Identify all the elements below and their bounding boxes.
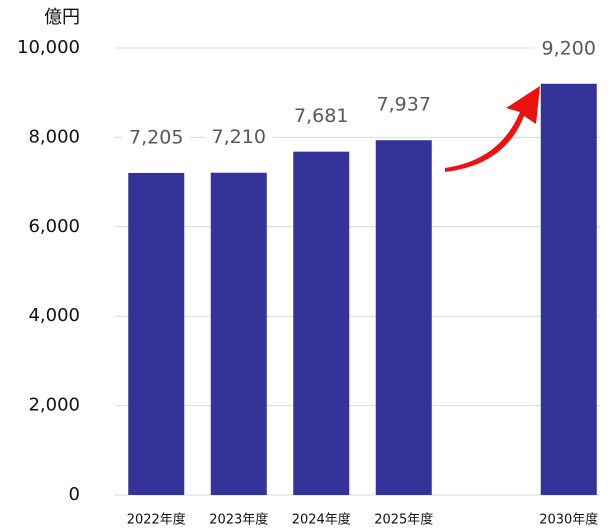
value-label: 9,200 <box>542 37 596 59</box>
value-label-bg <box>204 125 273 150</box>
y-axis-label: 億円 <box>44 7 80 28</box>
y-tick-label: 10,000 <box>17 37 80 58</box>
marks: 7,205 7,210 7,681 7,937 9,200 <box>122 36 603 495</box>
value-label: 7,681 <box>294 105 348 127</box>
value-label-bg <box>534 36 603 61</box>
value-label: 7,210 <box>212 126 266 148</box>
y-tick-label: 0 <box>69 484 80 505</box>
value-label: 7,937 <box>377 94 431 116</box>
value-label-bg <box>287 104 356 129</box>
x-tick-label: 2030年度 <box>539 512 598 528</box>
y-tick-label: 2,000 <box>28 395 80 416</box>
value-label-bg <box>122 125 191 150</box>
y-tick-label: 8,000 <box>28 126 80 147</box>
value-label: 7,205 <box>129 126 183 148</box>
bar <box>375 140 432 495</box>
x-tick-label: 2022年度 <box>127 512 186 528</box>
arrow <box>445 86 540 172</box>
y-tick-label: 4,000 <box>28 305 80 326</box>
grid <box>115 47 600 496</box>
y-tick-label: 6,000 <box>28 216 80 237</box>
bar <box>210 172 267 495</box>
x-tick-label: 2024年度 <box>292 512 351 528</box>
x-tick-label: 2025年度 <box>374 512 433 528</box>
bar <box>540 83 597 495</box>
x-tick-label: 2023年度 <box>209 512 268 528</box>
bar <box>128 172 185 495</box>
bar <box>293 151 350 495</box>
value-label-bg <box>369 93 438 118</box>
